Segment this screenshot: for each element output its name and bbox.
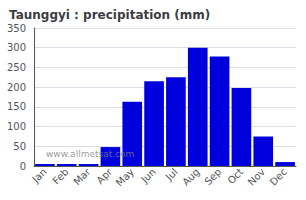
svg-text:50: 50: [13, 141, 26, 152]
svg-text:Aug: Aug: [180, 166, 202, 188]
svg-text:Dec: Dec: [268, 166, 289, 187]
svg-text:0: 0: [20, 161, 26, 172]
svg-text:150: 150: [7, 101, 26, 112]
svg-text:Oct: Oct: [225, 166, 245, 186]
svg-text:Feb: Feb: [50, 166, 70, 186]
svg-text:Taunggyi : precipitation (mm): Taunggyi : precipitation (mm): [9, 8, 210, 22]
svg-text:Sep: Sep: [202, 166, 223, 187]
svg-text:Jun: Jun: [138, 166, 158, 186]
svg-text:Apr: Apr: [94, 165, 115, 186]
svg-text:Jan: Jan: [29, 166, 48, 185]
svg-text:100: 100: [7, 121, 26, 132]
svg-text:www.allmetsat.com: www.allmetsat.com: [46, 149, 134, 159]
svg-text:May: May: [114, 166, 136, 188]
svg-text:Jul: Jul: [163, 166, 180, 183]
svg-text:350: 350: [7, 23, 26, 34]
svg-text:250: 250: [7, 62, 26, 73]
svg-text:200: 200: [7, 82, 26, 93]
svg-text:Nov: Nov: [246, 166, 268, 188]
svg-text:300: 300: [7, 42, 26, 53]
svg-text:Mar: Mar: [71, 165, 93, 187]
